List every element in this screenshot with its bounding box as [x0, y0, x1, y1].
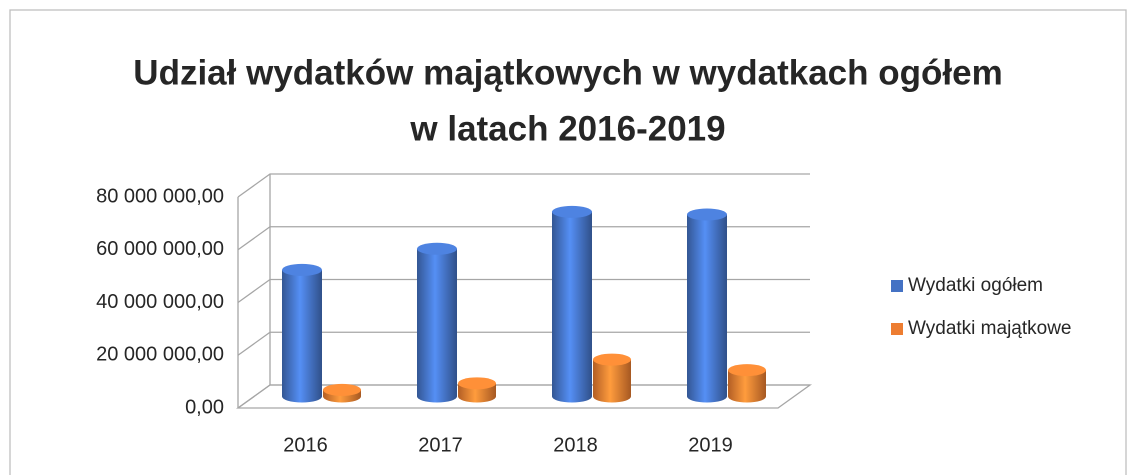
y-tick-label: 40 000 000,00	[96, 291, 224, 313]
bar-top	[687, 208, 727, 221]
bar	[552, 211, 592, 403]
bar	[687, 214, 728, 403]
x-tick-label: 2016	[283, 434, 328, 456]
chart-title: w latach 2016-2019	[409, 109, 725, 148]
bar-top	[458, 377, 496, 390]
x-tick-label: 2019	[688, 434, 733, 456]
legend-label: Wydatki ogółem	[908, 275, 1043, 296]
bar-top	[417, 242, 457, 255]
grid-line	[237, 226, 810, 251]
legend-label: Wydatki majątkowe	[908, 318, 1072, 339]
y-tick-label: 80 000 000,00	[96, 185, 224, 207]
y-tick-label: 20 000 000,00	[96, 344, 224, 366]
chart-title: Udział wydatków majątkowych w wydatkach …	[133, 53, 1002, 92]
y-tick-label: 60 000 000,00	[96, 238, 224, 260]
y-tick-label: 0,00	[185, 396, 224, 418]
grid-line	[237, 278, 810, 304]
legend-swatch	[891, 280, 903, 292]
legend-swatch	[891, 323, 903, 335]
bar	[282, 269, 322, 403]
bar-top	[728, 364, 766, 377]
bar-top	[593, 353, 631, 366]
bar-top	[323, 383, 361, 396]
grid-line	[237, 173, 810, 198]
bar-top	[282, 263, 322, 276]
x-tick-label: 2018	[553, 434, 598, 456]
bar	[593, 359, 631, 403]
grid-line	[237, 331, 810, 356]
x-tick-label: 2017	[418, 434, 463, 456]
bar-top	[552, 205, 592, 218]
bar	[728, 370, 766, 403]
bar	[417, 248, 457, 403]
